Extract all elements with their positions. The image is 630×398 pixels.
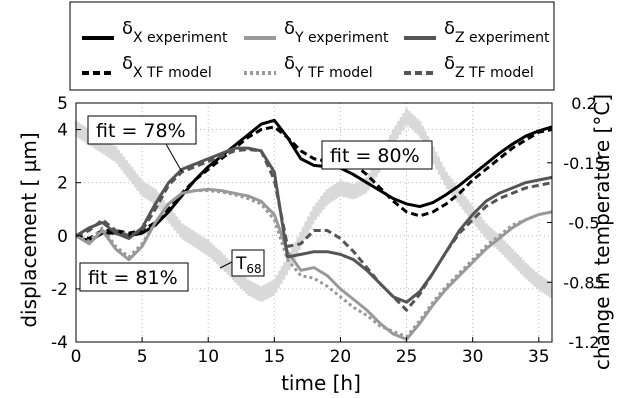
y-right-tick-label: 0.2 — [571, 94, 596, 113]
x-tick-label: 0 — [71, 347, 82, 367]
temp-label-pointer — [219, 261, 233, 269]
x-tick-label: 10 — [197, 347, 219, 367]
grid — [76, 103, 552, 342]
legend-label-x-exp: δX experiment — [122, 18, 228, 46]
legend-label-y-exp: δY experiment — [284, 18, 389, 46]
y-axis-label: displacement [ µm] — [17, 132, 41, 327]
temp-label-sub: 68 — [246, 262, 261, 276]
x-tick-label: 35 — [528, 347, 550, 367]
temp-label-main: T — [235, 254, 247, 274]
x-tick-label: 5 — [137, 347, 148, 367]
legend-box — [69, 1, 555, 91]
series-x-tf — [75, 125, 553, 240]
fit-z-label: fit = 78% — [96, 120, 186, 142]
y-tick-label: 2 — [57, 174, 68, 194]
series-y-tf — [75, 189, 553, 339]
legend: δX experiment δY experiment δZ experiment δ… — [69, 1, 555, 91]
x-tick-label: 25 — [396, 347, 418, 367]
series-group — [75, 118, 553, 341]
y-tick-label: 4 — [57, 121, 68, 141]
y-right-axis-label: change in temperature [°C] — [590, 94, 614, 370]
y-right-tick-label: -0.15 — [563, 154, 604, 173]
x-axis-label: time [h] — [281, 371, 361, 395]
fit-y-label: fit = 81% — [88, 267, 178, 289]
fit-y-box — [79, 262, 189, 292]
y-right-tick-label: -0.5 — [568, 214, 599, 233]
series-z-exp — [75, 146, 553, 304]
x-tick-label: 15 — [264, 347, 286, 367]
legend-label-y-tf: δY TF model — [284, 53, 373, 81]
y-tick-label: -2 — [51, 280, 68, 300]
y-tick-label: -4 — [51, 333, 68, 353]
y-tick-label-top: 5 — [57, 94, 68, 114]
x-tick-label: 30 — [462, 347, 484, 367]
fit-x-label: fit = 80% — [330, 145, 420, 167]
y-tick-label: 0 — [57, 227, 68, 247]
temp-label-box — [231, 249, 265, 277]
fit-annotations: fit = 78% fit = 80% fit = 81% T68 — [79, 115, 433, 292]
legend-label-z-exp: δZ experiment — [444, 18, 550, 46]
fit-z-box — [87, 115, 197, 145]
fit-x-box — [321, 140, 433, 170]
x-tick-label: 20 — [330, 347, 352, 367]
temp-label: T68 — [235, 254, 262, 276]
legend-label-x-tf: δX TF model — [122, 53, 212, 81]
axis-ticks: 0 5 10 15 20 25 30 35 -4 -2 0 2 4 5 0.2 -0.15 -0.5 -0.85 -… — [51, 94, 605, 367]
y-right-tick-label: -0.85 — [563, 273, 604, 292]
series-z-tf — [75, 147, 553, 312]
legend-label-z-tf: δZ TF model — [444, 53, 534, 81]
y-right-tick-label: -1.2 — [568, 333, 599, 352]
